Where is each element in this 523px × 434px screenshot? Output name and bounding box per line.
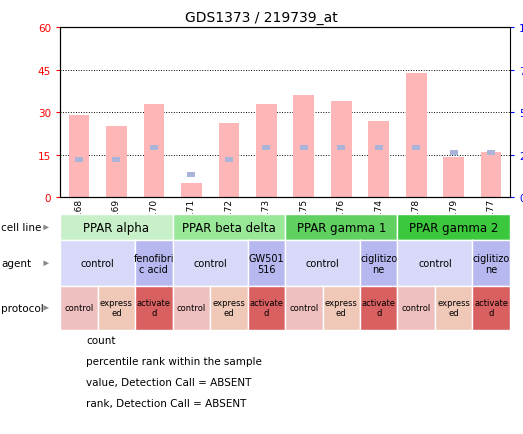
Text: activate
d: activate d bbox=[362, 299, 396, 317]
Text: control: control bbox=[402, 304, 431, 312]
Text: express
ed: express ed bbox=[325, 299, 358, 317]
Text: rank, Detection Call = ABSENT: rank, Detection Call = ABSENT bbox=[86, 398, 247, 408]
Text: GDS1373 / 219739_at: GDS1373 / 219739_at bbox=[185, 11, 338, 25]
Bar bbox=[337, 146, 345, 151]
Bar bbox=[368, 121, 389, 197]
Bar bbox=[106, 127, 127, 197]
Bar bbox=[444, 158, 464, 197]
Text: count: count bbox=[86, 336, 116, 345]
Text: express
ed: express ed bbox=[437, 299, 470, 317]
Text: GW501
516: GW501 516 bbox=[248, 253, 284, 274]
Text: cell line: cell line bbox=[1, 223, 41, 233]
Bar bbox=[262, 146, 270, 151]
Text: activate
d: activate d bbox=[137, 299, 171, 317]
Bar bbox=[481, 152, 502, 197]
Text: protocol: protocol bbox=[1, 303, 44, 313]
Text: express
ed: express ed bbox=[100, 299, 133, 317]
Bar bbox=[225, 158, 233, 163]
Text: control: control bbox=[193, 259, 227, 269]
Text: ciglitizo
ne: ciglitizo ne bbox=[473, 253, 510, 274]
Text: PPAR gamma 1: PPAR gamma 1 bbox=[297, 221, 386, 234]
Bar bbox=[412, 146, 420, 151]
Text: fenofibri
c acid: fenofibri c acid bbox=[133, 253, 174, 274]
Text: control: control bbox=[305, 259, 339, 269]
Bar bbox=[450, 151, 458, 156]
Bar bbox=[331, 102, 351, 197]
Bar bbox=[143, 104, 164, 197]
Text: activate
d: activate d bbox=[474, 299, 508, 317]
Text: activate
d: activate d bbox=[249, 299, 283, 317]
Text: PPAR beta delta: PPAR beta delta bbox=[182, 221, 276, 234]
Text: agent: agent bbox=[1, 259, 31, 269]
Bar bbox=[112, 158, 120, 163]
Text: control: control bbox=[64, 304, 94, 312]
Bar bbox=[374, 146, 383, 151]
Bar bbox=[300, 146, 308, 151]
Text: control: control bbox=[289, 304, 319, 312]
Bar bbox=[75, 158, 83, 163]
Text: control: control bbox=[418, 259, 452, 269]
Bar bbox=[406, 73, 427, 197]
Bar bbox=[256, 104, 277, 197]
Text: PPAR alpha: PPAR alpha bbox=[83, 221, 150, 234]
Bar bbox=[150, 146, 158, 151]
Text: percentile rank within the sample: percentile rank within the sample bbox=[86, 357, 262, 366]
Bar bbox=[487, 151, 495, 156]
Text: express
ed: express ed bbox=[212, 299, 245, 317]
Bar bbox=[293, 96, 314, 197]
Bar bbox=[181, 183, 202, 197]
Text: PPAR gamma 2: PPAR gamma 2 bbox=[409, 221, 498, 234]
Bar bbox=[219, 124, 239, 197]
Bar bbox=[187, 173, 196, 178]
Text: value, Detection Call = ABSENT: value, Detection Call = ABSENT bbox=[86, 378, 252, 387]
Bar bbox=[69, 115, 89, 197]
Text: control: control bbox=[177, 304, 206, 312]
Text: control: control bbox=[81, 259, 115, 269]
Text: ciglitizo
ne: ciglitizo ne bbox=[360, 253, 397, 274]
